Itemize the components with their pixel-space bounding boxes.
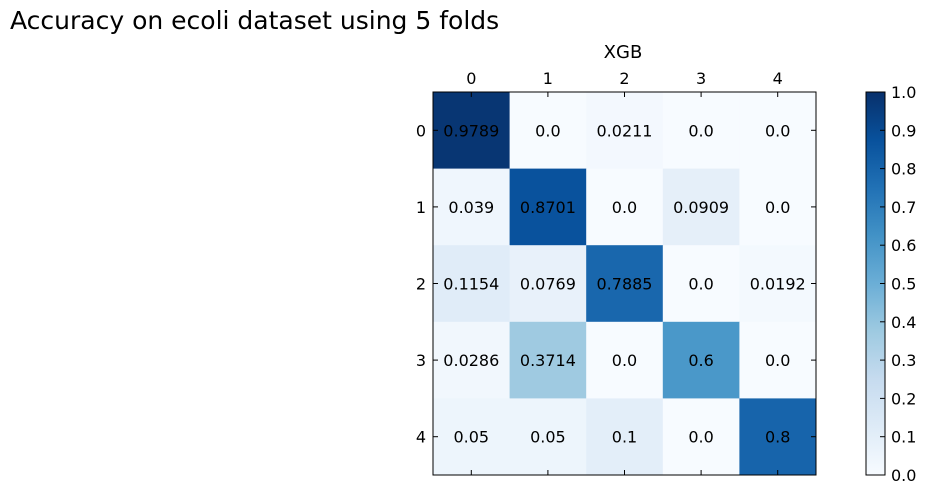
cell-label-r0-c1: 0.0 <box>535 121 560 140</box>
heatmap-cell-r1-c2 <box>586 168 664 246</box>
cell-label-r3-c2: 0.0 <box>612 351 637 370</box>
heatmap-cell-r2-c1 <box>509 245 587 323</box>
heatmap-cell-r3-c4 <box>739 321 817 399</box>
chart-title: Accuracy on ecoli dataset using 5 folds <box>10 6 500 35</box>
heatmap-cell-labels: 0.9789 0.0 0.0211 0.0 0.0 0.039 0.8701 0.0 0.090… <box>443 121 805 446</box>
heatmap-cell-r4-c2 <box>586 398 664 476</box>
heatmap-cell-r3-c2 <box>586 321 664 399</box>
cell-label-r4-c4: 0.8 <box>765 428 790 447</box>
heatmap-cell-r0-c1 <box>509 92 587 169</box>
cell-label-r4-c1: 0.05 <box>530 428 566 447</box>
colorbar-tick-label-2: 0.2 <box>891 389 916 408</box>
heatmap-cell-r1-c0 <box>433 168 510 246</box>
x-tick-label-4: 4 <box>773 69 783 88</box>
y-tick-label-2: 2 <box>416 275 426 294</box>
x-tick-label-0: 0 <box>466 69 476 88</box>
colorbar-tick-label-8: 0.8 <box>891 160 916 179</box>
heatmap-cell-r2-c2 <box>586 245 664 323</box>
heatmap-cell-r2-c3 <box>662 245 740 323</box>
cell-label-r2-c4: 0.0192 <box>750 275 806 294</box>
x-tick-label-3: 3 <box>696 69 706 88</box>
heatmap-cell-r0-c2 <box>586 92 664 169</box>
heatmap-cells <box>433 92 817 476</box>
heatmap-cell-r4-c3 <box>662 398 740 476</box>
cell-label-r0-c2: 0.0211 <box>597 121 653 140</box>
chart-subtitle: XGB <box>604 42 643 63</box>
x-axis-ticks: 0 1 2 3 4 <box>466 69 783 475</box>
colorbar-tick-label-0: 0.0 <box>891 466 916 485</box>
heatmap-cell-r0-c0 <box>433 92 510 169</box>
colorbar-ticks: 0.0 0.1 0.2 0.3 0.4 0.5 0.6 0.7 0.8 0.9 1.0 <box>880 83 916 485</box>
cell-label-r3-c4: 0.0 <box>765 351 790 370</box>
heatmap-cell-r1-c4 <box>739 168 817 246</box>
heatmap-cell-r0-c4 <box>739 92 817 169</box>
cell-label-r3-c3: 0.6 <box>688 351 713 370</box>
cell-label-r1-c4: 0.0 <box>765 198 790 217</box>
heatmap-cell-r4-c1 <box>509 398 587 476</box>
y-axis-ticks: 0 1 2 3 4 <box>416 121 816 447</box>
heatmap-cell-r4-c0 <box>433 398 510 476</box>
cell-label-r2-c2: 0.7885 <box>597 275 653 294</box>
cell-label-r0-c4: 0.0 <box>765 121 790 140</box>
cell-label-r1-c0: 0.039 <box>448 198 494 217</box>
colorbar-tick-label-1: 0.1 <box>891 428 916 447</box>
y-tick-label-0: 0 <box>416 121 426 140</box>
heatmap-cell-r1-c1 <box>509 168 587 246</box>
heatmap-cell-r4-c4 <box>739 398 817 476</box>
colorbar-tick-label-9: 0.9 <box>891 121 916 140</box>
heatmap-cell-r2-c0 <box>433 245 510 323</box>
cell-label-r1-c1: 0.8701 <box>520 198 576 217</box>
cell-label-r4-c0: 0.05 <box>453 428 489 447</box>
cell-label-r1-c3: 0.0909 <box>673 198 729 217</box>
colorbar-tick-label-10: 1.0 <box>891 83 916 102</box>
y-tick-label-4: 4 <box>416 428 426 447</box>
cell-label-r2-c1: 0.0769 <box>520 275 576 294</box>
heatmap-cell-r0-c3 <box>662 92 740 169</box>
cell-label-r4-c2: 0.1 <box>612 428 637 447</box>
colorbar-tick-label-5: 0.5 <box>891 275 916 294</box>
colorbar-tick-label-4: 0.4 <box>891 313 916 332</box>
heatmap-cell-r1-c3 <box>662 168 740 246</box>
cell-label-r3-c0: 0.0286 <box>443 351 499 370</box>
cell-label-r2-c3: 0.0 <box>688 275 713 294</box>
heatmap-cell-r2-c4 <box>739 245 817 323</box>
colorbar-tick-label-3: 0.3 <box>891 351 916 370</box>
x-tick-label-2: 2 <box>619 69 629 88</box>
cell-label-r1-c2: 0.0 <box>612 198 637 217</box>
cell-label-r4-c3: 0.0 <box>688 428 713 447</box>
heatmap-cell-r3-c3 <box>662 321 740 399</box>
x-tick-label-1: 1 <box>543 69 553 88</box>
colorbar-tick-label-7: 0.7 <box>891 198 916 217</box>
heatmap-cell-r3-c1 <box>509 321 587 399</box>
y-tick-label-3: 3 <box>416 351 426 370</box>
cell-label-r2-c0: 0.1154 <box>443 275 499 294</box>
heatmap-cell-r3-c0 <box>433 321 510 399</box>
cell-label-r0-c3: 0.0 <box>688 121 713 140</box>
cell-label-r0-c0: 0.9789 <box>443 121 499 140</box>
y-tick-label-1: 1 <box>416 198 426 217</box>
cell-label-r3-c1: 0.3714 <box>520 351 576 370</box>
colorbar-tick-label-6: 0.6 <box>891 236 916 255</box>
